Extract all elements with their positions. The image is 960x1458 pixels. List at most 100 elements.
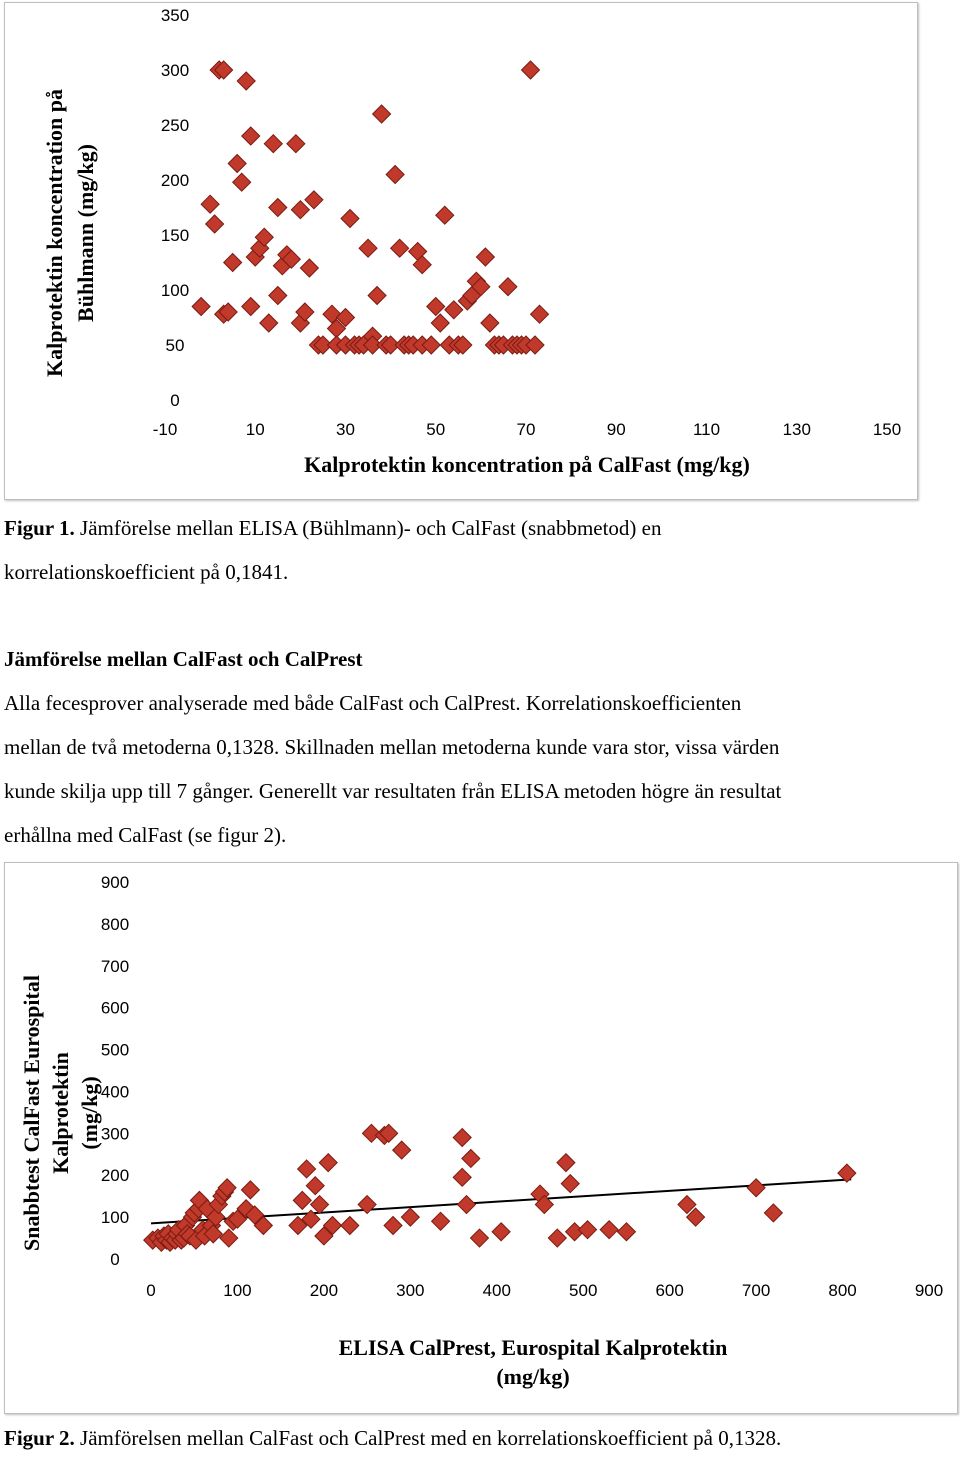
figure2-chart: 0 100 200 300 400 500 600 700 800 900 0 100 200 300 4… bbox=[4, 862, 958, 1414]
x-tick-label: 150 bbox=[873, 420, 901, 439]
x-tick-label: 300 bbox=[396, 1281, 424, 1300]
x-axis-ticks: 0 100 200 300 400 500 600 700 800 900 bbox=[146, 1281, 943, 1300]
y-tick-label: 250 bbox=[161, 116, 189, 135]
x-tick-label: 200 bbox=[310, 1281, 338, 1300]
data-point bbox=[322, 304, 342, 324]
body-line-1: Alla fecesprover analyserade med både Ca… bbox=[4, 691, 742, 715]
data-point bbox=[240, 1180, 261, 1200]
y-tick-label: 100 bbox=[161, 281, 189, 300]
data-point bbox=[263, 133, 284, 154]
x-tick-label: 110 bbox=[693, 420, 720, 439]
figure2-caption-label: Figur 2. bbox=[4, 1426, 75, 1450]
data-point bbox=[301, 1209, 321, 1229]
x-axis-title-line1: ELISA CalPrest, Eurospital Kalprotektin bbox=[339, 1335, 728, 1360]
data-point bbox=[241, 296, 261, 317]
data-points bbox=[143, 1123, 857, 1252]
data-point bbox=[389, 238, 410, 258]
x-tick-label: -10 bbox=[153, 420, 178, 439]
x-tick-label: 10 bbox=[246, 420, 265, 439]
data-point bbox=[288, 1215, 308, 1236]
data-point bbox=[227, 1209, 248, 1229]
data-point bbox=[290, 199, 311, 220]
data-point bbox=[241, 126, 261, 146]
data-point bbox=[461, 1148, 481, 1169]
data-point bbox=[362, 335, 383, 355]
data-point bbox=[335, 307, 356, 328]
data-point bbox=[296, 1159, 317, 1179]
x-tick-label: 400 bbox=[483, 1281, 511, 1300]
x-tick-label: 70 bbox=[517, 420, 536, 439]
data-point bbox=[305, 1175, 325, 1196]
data-point bbox=[412, 254, 432, 275]
figure2-caption-text: Jämförelsen mellan CalFast och CalPrest … bbox=[74, 1426, 782, 1450]
x-tick-label: 900 bbox=[915, 1281, 943, 1300]
data-point bbox=[534, 1194, 555, 1215]
data-point bbox=[380, 335, 401, 355]
data-point bbox=[560, 1173, 580, 1194]
data-point bbox=[281, 249, 302, 269]
x-axis-title: Kalprotektin koncentration på CalFast (m… bbox=[304, 452, 750, 477]
y-tick-label: 600 bbox=[101, 999, 129, 1018]
data-point bbox=[191, 296, 211, 317]
data-points bbox=[191, 60, 550, 355]
data-point bbox=[498, 276, 518, 297]
data-point bbox=[452, 1127, 472, 1148]
data-point bbox=[763, 1203, 784, 1223]
data-point bbox=[480, 313, 500, 333]
data-point bbox=[525, 335, 545, 355]
y-tick-label: 0 bbox=[170, 391, 179, 410]
data-point bbox=[204, 214, 225, 234]
x-tick-label: 130 bbox=[783, 420, 811, 439]
y-tick-label: 150 bbox=[161, 226, 189, 245]
body-line-4: erhållna med CalFast (se figur 2). bbox=[4, 823, 287, 847]
data-point bbox=[295, 302, 315, 322]
x-tick-label: 600 bbox=[655, 1281, 683, 1300]
y-axis-title-line2: Kalprotektin bbox=[48, 1052, 73, 1174]
data-point bbox=[304, 190, 324, 210]
y-axis-ticks: 0 50 100 150 200 250 300 350 bbox=[161, 6, 189, 410]
data-point bbox=[361, 1123, 382, 1144]
data-point bbox=[268, 285, 288, 306]
y-tick-label: 200 bbox=[101, 1166, 129, 1185]
data-point bbox=[218, 302, 238, 322]
data-point bbox=[435, 205, 455, 225]
trendline bbox=[150, 1178, 852, 1225]
x-tick-label: 800 bbox=[828, 1281, 856, 1300]
figure2-scatter-plot: 0 100 200 300 400 500 600 700 800 900 0 100 200 300 4… bbox=[19, 873, 943, 1389]
figure1-caption-line2: korrelationskoefficient på 0,1841. bbox=[4, 560, 289, 584]
data-point bbox=[253, 1215, 274, 1236]
data-point bbox=[213, 60, 234, 80]
y-tick-label: 200 bbox=[161, 171, 189, 190]
data-point bbox=[426, 296, 446, 317]
y-axis-title-line1: Kalprotektin koncentration på bbox=[42, 89, 67, 377]
data-point bbox=[219, 1228, 239, 1248]
data-point bbox=[599, 1219, 619, 1240]
y-tick-label: 0 bbox=[110, 1250, 119, 1269]
y-tick-label: 350 bbox=[161, 6, 189, 25]
data-point bbox=[340, 208, 360, 229]
x-tick-label: 90 bbox=[607, 420, 626, 439]
section-heading: Jämförelse mellan CalFast och CalPrest bbox=[4, 647, 363, 671]
y-axis-ticks: 0 100 200 300 400 500 600 700 800 900 bbox=[101, 873, 129, 1269]
data-point bbox=[357, 1194, 377, 1215]
data-point bbox=[322, 1215, 343, 1236]
x-tick-label: 700 bbox=[742, 1281, 770, 1300]
data-point bbox=[452, 1167, 472, 1188]
y-tick-label: 100 bbox=[101, 1208, 129, 1227]
data-point bbox=[299, 258, 320, 278]
data-point bbox=[222, 252, 243, 273]
x-tick-label: 100 bbox=[223, 1281, 251, 1300]
data-point bbox=[309, 1194, 330, 1215]
data-point bbox=[371, 104, 392, 124]
y-axis-title-line3: (mg/kg) bbox=[77, 1076, 102, 1149]
data-point bbox=[200, 194, 220, 214]
data-point bbox=[217, 1178, 237, 1198]
data-point bbox=[227, 153, 247, 174]
y-tick-label: 900 bbox=[101, 873, 129, 892]
data-point bbox=[314, 1226, 334, 1246]
figure1-scatter-plot: 0 50 100 150 200 250 300 350 -10 10 30 50 70 90 110 13… bbox=[42, 6, 901, 477]
y-tick-label: 300 bbox=[161, 61, 189, 80]
data-point bbox=[367, 285, 387, 306]
data-point bbox=[391, 1140, 412, 1160]
data-point bbox=[292, 1190, 312, 1211]
